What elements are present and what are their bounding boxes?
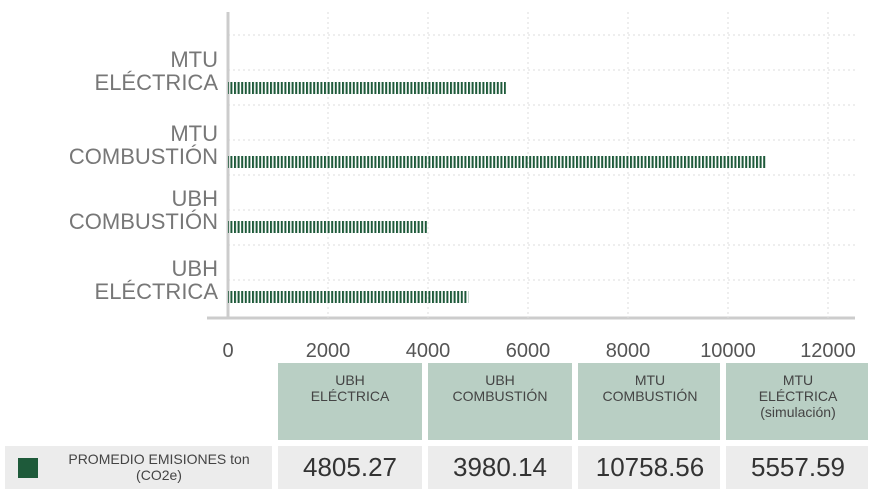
y-tick-label: UBH COMBUSTIÓN [68, 186, 218, 234]
y-tick-label: MTU ELÉCTRICA [94, 47, 218, 95]
value-cell [578, 446, 720, 489]
value-cell [726, 446, 868, 489]
y-tick-label: MTU COMBUSTIÓN [68, 121, 218, 169]
header-cell [278, 363, 422, 440]
bar [228, 221, 428, 233]
x-tick-label: 4000 [405, 340, 451, 362]
x-tick-label: 2000 [305, 340, 351, 362]
x-tick-label: 8000 [605, 340, 651, 362]
value-cell [278, 446, 422, 489]
label-cell [5, 446, 272, 489]
value-cell [428, 446, 572, 489]
x-tick-label: 0 [222, 340, 234, 362]
table-header: MTU COMBUSTIÓN [602, 372, 698, 404]
x-tick-label: 12000 [800, 340, 856, 362]
table-header: MTU ELÉCTRICA (simulación) [758, 372, 838, 420]
table-header: UBH ELÉCTRICA [310, 372, 390, 404]
x-tick-label: 10000 [700, 340, 756, 362]
legend-swatch [18, 458, 38, 478]
legend-label: PROMEDIO EMISIONES ton (CO2e) [68, 451, 250, 483]
table-value: 3980.14 [453, 452, 547, 482]
header-cell [726, 363, 868, 440]
table-value: 5557.59 [751, 452, 845, 482]
y-tick-label: UBH ELÉCTRICA [94, 256, 218, 304]
table-value: 10758.56 [595, 452, 705, 482]
bar [228, 82, 506, 94]
bar [228, 291, 469, 303]
x-tick-label: 6000 [505, 340, 551, 362]
header-cell [428, 363, 572, 440]
table-header: UBH COMBUSTIÓN [452, 372, 548, 404]
table-value: 4805.27 [303, 452, 397, 482]
bar [228, 156, 766, 168]
header-cell [578, 363, 720, 440]
